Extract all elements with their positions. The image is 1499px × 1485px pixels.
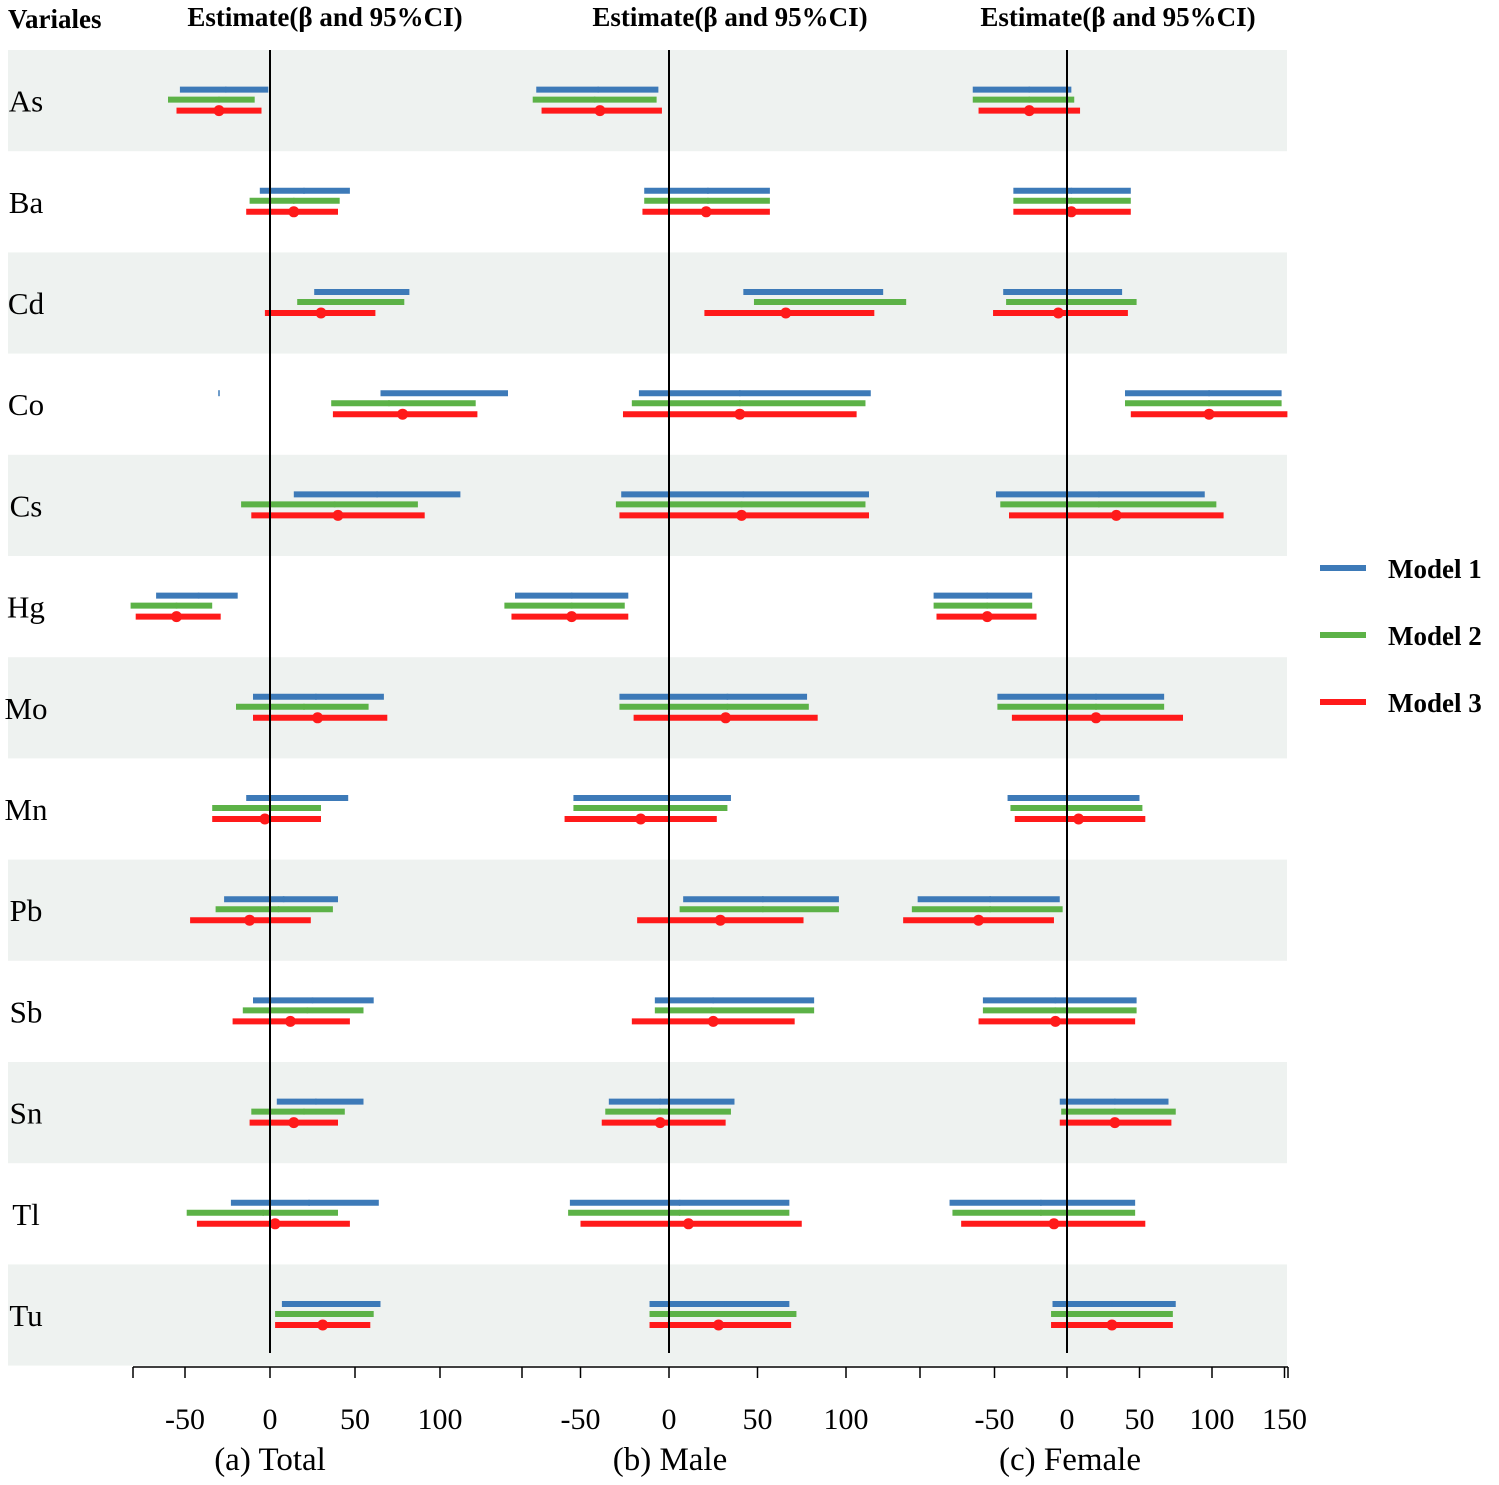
point-estimate-mo-panel2	[720, 712, 732, 724]
point-estimate-tl-panel1	[269, 1218, 281, 1230]
point-estimate-hg-panel1	[171, 611, 182, 623]
panel-label-3: (c) Female	[999, 1442, 1141, 1478]
point-estimate-cd-panel2	[780, 307, 792, 319]
point-estimate-ba-panel1	[288, 206, 300, 218]
header-estimate-1: Estimate(β and 95%CI)	[187, 2, 462, 32]
x-tick-label-panel2: -50	[561, 1403, 601, 1436]
axes	[132, 50, 1289, 1378]
variable-label-tu: Tu	[9, 1298, 42, 1333]
variable-label-mo: Mo	[4, 691, 47, 726]
legend-label-model-2: Model 2	[1388, 621, 1482, 651]
point-estimate-as-panel1	[213, 105, 225, 117]
point-estimate-cd-panel3	[1052, 307, 1064, 319]
point-estimate-ba-panel3	[1065, 206, 1077, 218]
point-estimate-sn-panel2	[654, 1117, 666, 1129]
point-estimate-pb-panel2	[714, 914, 726, 926]
point-estimate-sb-panel2	[707, 1015, 719, 1027]
x-tick-label-panel1: 0	[263, 1403, 278, 1436]
header-estimate-2: Estimate(β and 95%CI)	[592, 2, 867, 32]
row-band-pb	[8, 859, 1287, 961]
variable-label-as: As	[9, 84, 43, 119]
header-variables: Variales	[8, 4, 102, 34]
x-tick-label-panel2: 100	[824, 1403, 869, 1436]
point-estimate-co-panel3	[1203, 408, 1215, 420]
x-tick-label-panel3: 0	[1060, 1403, 1075, 1436]
point-estimate-pb-panel1	[244, 914, 256, 926]
legend-label-model-1: Model 1	[1388, 554, 1482, 584]
point-estimate-co-panel2	[734, 408, 746, 420]
variable-label-cs: Cs	[10, 488, 43, 523]
point-estimate-cs-panel3	[1110, 509, 1122, 521]
point-estimate-tu-panel1	[317, 1319, 329, 1331]
point-estimate-mn-panel1	[259, 813, 271, 825]
x-tick-label-panel1: -50	[165, 1403, 205, 1436]
variable-label-hg: Hg	[7, 590, 45, 625]
point-estimate-hg-panel2	[566, 611, 578, 623]
point-estimate-tl-panel2	[682, 1218, 694, 1230]
point-estimate-as-panel3	[1023, 105, 1035, 117]
variable-label-ba: Ba	[9, 185, 44, 220]
estimate-marks	[130, 86, 1288, 1331]
legend-label-model-3: Model 3	[1388, 688, 1482, 718]
variable-label-sb: Sb	[10, 994, 43, 1029]
point-estimate-co-panel1	[397, 408, 409, 420]
point-estimate-cd-panel1	[315, 307, 327, 319]
variable-label-co: Co	[8, 387, 44, 422]
x-tick-label-panel3: 100	[1190, 1403, 1235, 1436]
point-estimate-ba-panel2	[700, 206, 712, 218]
point-estimate-cs-panel2	[736, 509, 748, 521]
point-estimate-as-panel2	[594, 105, 606, 117]
point-estimate-tu-panel2	[713, 1319, 725, 1331]
x-tick-label-panel3: -50	[975, 1403, 1015, 1436]
x-tick-label-panel3: 50	[1125, 1403, 1155, 1436]
x-tick-label-panel2: 50	[743, 1403, 773, 1436]
variable-label-tl: Tl	[12, 1197, 40, 1232]
labels: As Ba Cd Co Cs Hg Mo Mn Pb Sb Sn Tl Tu Variales Estima…	[4, 2, 1307, 1478]
x-tick-label-panel1: 100	[418, 1403, 463, 1436]
point-estimate-pb-panel3	[973, 914, 985, 926]
point-estimate-sb-panel3	[1049, 1015, 1061, 1027]
point-estimate-mo-panel3	[1090, 712, 1102, 724]
header-estimate-3: Estimate(β and 95%CI)	[980, 2, 1255, 32]
legend: Model 1 Model 2 Model 3	[1320, 554, 1482, 718]
x-tick-label-panel1: 50	[340, 1403, 370, 1436]
variable-label-cd: Cd	[8, 286, 45, 321]
x-tick-label-panel3: 150	[1262, 1403, 1307, 1436]
point-estimate-hg-panel3	[981, 611, 993, 623]
point-estimate-sb-panel1	[284, 1015, 296, 1027]
point-estimate-tu-panel3	[1106, 1319, 1118, 1331]
point-estimate-mn-panel2	[635, 813, 647, 825]
point-estimate-tl-panel3	[1048, 1218, 1060, 1230]
point-estimate-cs-panel1	[332, 509, 344, 521]
point-estimate-sn-panel1	[288, 1117, 300, 1129]
point-estimate-mn-panel3	[1073, 813, 1085, 825]
point-estimate-sn-panel3	[1109, 1117, 1121, 1129]
variable-label-pb: Pb	[10, 893, 43, 928]
point-estimate-mo-panel1	[312, 712, 324, 724]
variable-label-mn: Mn	[4, 792, 48, 827]
variable-label-sn: Sn	[10, 1096, 43, 1131]
x-tick-label-panel2: 0	[662, 1403, 677, 1436]
panel-label-2: (b) Male	[613, 1442, 728, 1478]
panel-label-1: (a) Total	[214, 1442, 326, 1478]
